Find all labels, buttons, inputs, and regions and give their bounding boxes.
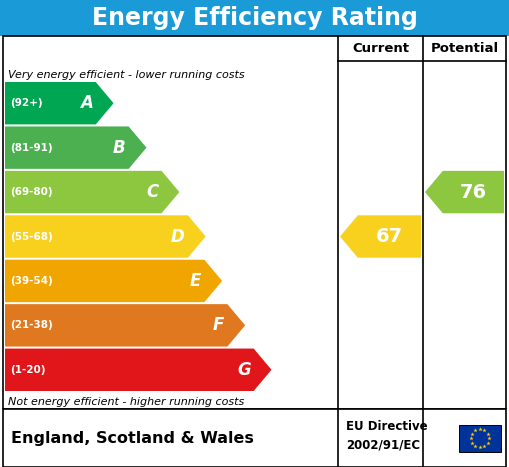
Polygon shape <box>5 215 206 258</box>
Text: (92+): (92+) <box>10 98 43 108</box>
Text: Potential: Potential <box>431 42 498 55</box>
Text: 67: 67 <box>376 227 403 246</box>
Text: Not energy efficient - higher running costs: Not energy efficient - higher running co… <box>8 397 244 407</box>
Text: (55-68): (55-68) <box>10 232 53 241</box>
Text: 76: 76 <box>460 183 487 202</box>
Polygon shape <box>340 215 421 258</box>
Polygon shape <box>5 260 222 302</box>
Text: (69-80): (69-80) <box>10 187 52 197</box>
Text: EU Directive
2002/91/EC: EU Directive 2002/91/EC <box>346 420 428 452</box>
Text: England, Scotland & Wales: England, Scotland & Wales <box>11 431 254 446</box>
Text: G: G <box>237 361 250 379</box>
Polygon shape <box>5 304 245 347</box>
Polygon shape <box>425 171 504 213</box>
Polygon shape <box>5 171 179 213</box>
Text: (39-54): (39-54) <box>10 276 53 286</box>
Text: B: B <box>113 139 126 156</box>
Bar <box>0 0 509 36</box>
Polygon shape <box>5 127 147 169</box>
Text: Current: Current <box>352 42 409 55</box>
Text: C: C <box>146 183 158 201</box>
Text: Energy Efficiency Rating: Energy Efficiency Rating <box>92 6 417 30</box>
Bar <box>0 409 509 467</box>
Bar <box>3 36 506 409</box>
Text: (1-20): (1-20) <box>10 365 45 375</box>
Text: (21-38): (21-38) <box>10 320 53 330</box>
Bar <box>3 409 506 467</box>
Text: A: A <box>80 94 93 112</box>
Text: D: D <box>171 227 185 246</box>
Text: F: F <box>213 316 224 334</box>
Bar <box>459 425 501 452</box>
Text: (81-91): (81-91) <box>10 142 52 153</box>
Text: E: E <box>190 272 202 290</box>
Polygon shape <box>5 82 114 124</box>
Polygon shape <box>5 348 271 391</box>
Text: Very energy efficient - lower running costs: Very energy efficient - lower running co… <box>8 70 245 80</box>
